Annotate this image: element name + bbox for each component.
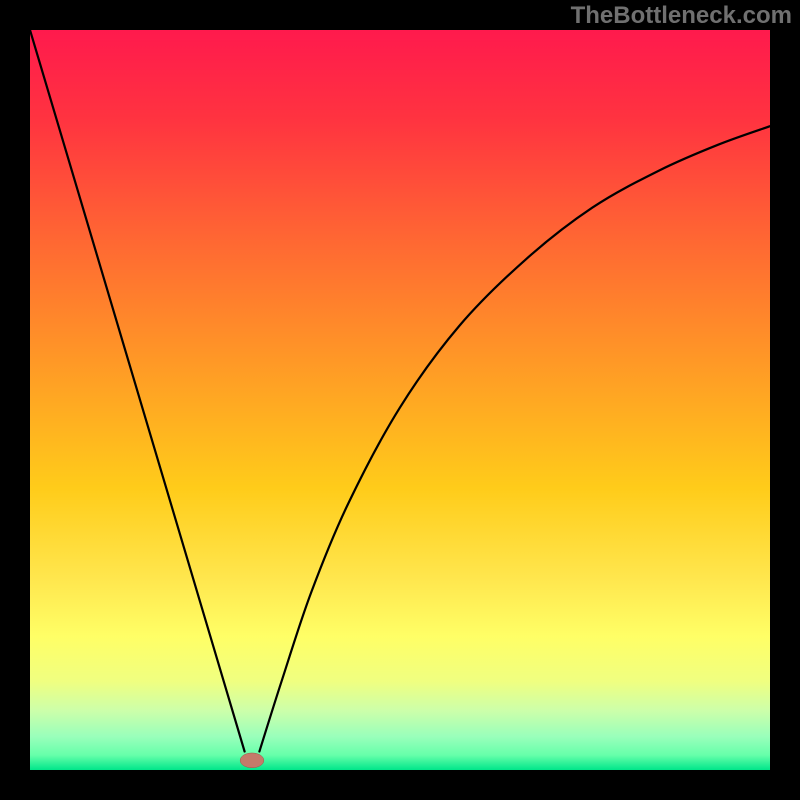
optimum-marker bbox=[240, 753, 264, 768]
chart-container: TheBottleneck.com bbox=[0, 0, 800, 800]
plot-area bbox=[30, 30, 770, 770]
watermark-text: TheBottleneck.com bbox=[571, 2, 792, 30]
chart-svg bbox=[30, 30, 770, 770]
